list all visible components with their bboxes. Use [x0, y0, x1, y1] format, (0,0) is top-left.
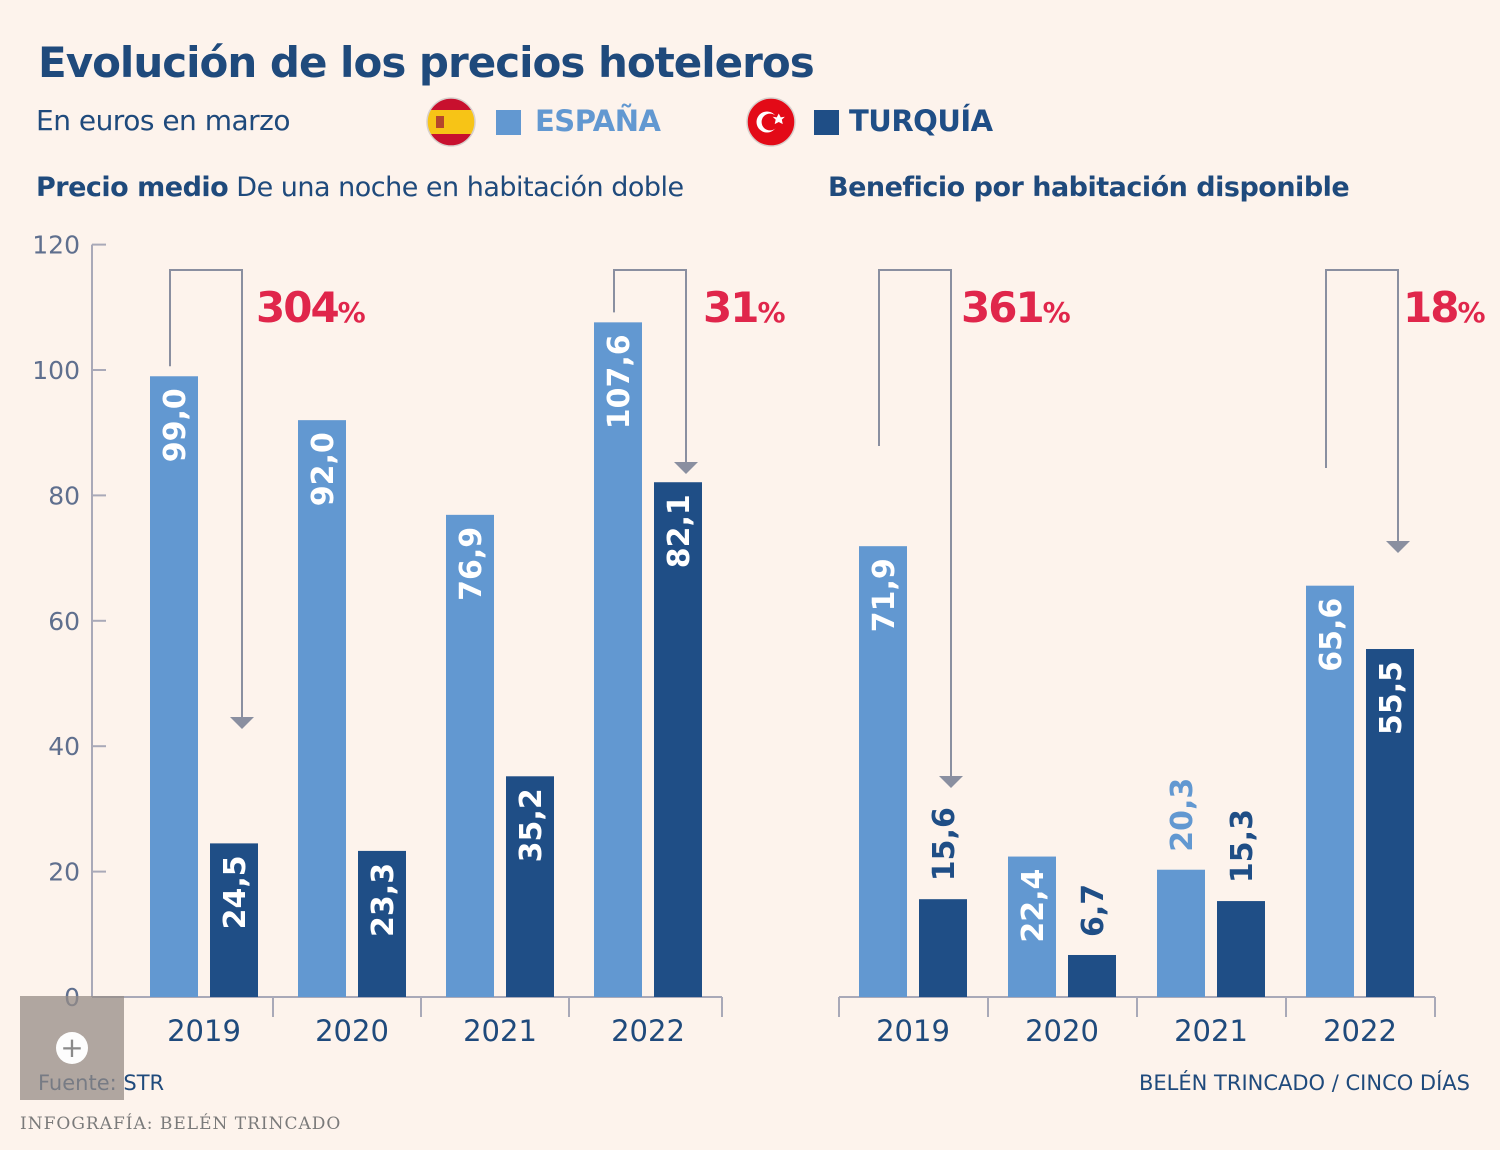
bar-spain: [298, 420, 346, 997]
y-tick-label: 120: [32, 231, 80, 260]
data-label: 82,1: [662, 494, 697, 568]
arrow-head-icon: [1386, 541, 1410, 553]
chart-title: Evolución de los precios hoteleros: [38, 38, 815, 87]
arrow-head-icon: [230, 717, 254, 729]
panel-title-rest: De una noche en habitación doble: [228, 172, 684, 203]
arrow-head-icon: [674, 462, 698, 474]
data-label: 76,9: [454, 527, 489, 601]
percent-change-label: 31%: [703, 283, 785, 332]
data-label: 15,3: [1225, 809, 1260, 883]
bar-spain: [150, 376, 198, 997]
spain-flag-icon: [426, 97, 476, 147]
x-tick-label: 2020: [1025, 1014, 1099, 1048]
bar-turkey: [358, 850, 406, 997]
legend-label-turkey: TURQUÍA: [849, 104, 993, 138]
legend-label-spain: ESPAÑA: [535, 104, 661, 138]
bar-turkey: [210, 843, 258, 997]
comparison-bracket: [613, 269, 687, 464]
zoom-overlay: +: [20, 996, 124, 1100]
data-label: 99,0: [158, 388, 193, 462]
bar-turkey: [506, 776, 554, 997]
data-label: 22,4: [1016, 869, 1051, 943]
bar-turkey: [1366, 649, 1414, 997]
data-label: 71,9: [867, 558, 902, 632]
legend-swatch-turkey: [814, 110, 839, 135]
percent-change-label: 304%: [256, 283, 366, 332]
data-label: 55,5: [1374, 661, 1409, 735]
y-tick-label: 80: [48, 481, 80, 510]
comparison-bracket: [169, 269, 243, 719]
data-label: 65,6: [1314, 598, 1349, 672]
bar-turkey: [1068, 954, 1116, 997]
panel-title-precio-medio: Precio medio De una noche en habitación …: [36, 172, 684, 203]
x-tick-label: 2021: [463, 1014, 537, 1048]
percent-unit: %: [1043, 296, 1071, 329]
bar-spain: [594, 322, 642, 997]
data-label: 20,3: [1165, 778, 1200, 852]
arrow-head-icon: [939, 776, 963, 788]
x-tick-label: 2022: [1323, 1014, 1397, 1048]
bar-spain: [859, 546, 907, 997]
bar-turkey: [654, 482, 702, 997]
x-tick-label: 2022: [611, 1014, 685, 1048]
bar-spain: [446, 514, 494, 997]
bar-spain: [1008, 856, 1056, 997]
x-tick-label: 2020: [315, 1014, 389, 1048]
y-tick-label: 40: [48, 732, 80, 761]
data-label: 15,6: [927, 807, 962, 881]
x-tick-label: 2021: [1174, 1014, 1248, 1048]
percent-unit: %: [757, 296, 785, 329]
panel-title-bold: Precio medio: [36, 172, 229, 203]
data-label: 107,6: [602, 334, 637, 429]
comparison-bracket: [1325, 269, 1399, 543]
x-tick-label: 2019: [167, 1014, 241, 1048]
data-label: 92,0: [306, 432, 341, 506]
y-tick-label: 20: [48, 858, 80, 887]
legend-swatch-spain: [496, 110, 521, 135]
turkey-flag-icon: [746, 97, 796, 147]
author-credit: BELÉN TRINCADO / CINCO DÍAS: [1139, 1071, 1470, 1095]
data-label: 6,7: [1076, 884, 1111, 937]
percent-unit: %: [1457, 296, 1485, 329]
zoom-plus-icon[interactable]: +: [56, 1032, 88, 1064]
bar-turkey: [1217, 901, 1265, 997]
bar-spain: [1306, 585, 1354, 997]
y-tick-label: 100: [32, 356, 80, 385]
panel-title-bold: Beneficio por habitación disponible: [828, 172, 1350, 203]
chart-subtitle: En euros en marzo: [36, 104, 290, 137]
percent-unit: %: [338, 296, 366, 329]
percent-change-label: 18%: [1403, 283, 1485, 332]
data-label: 35,2: [514, 788, 549, 862]
percent-change-label: 361%: [961, 283, 1071, 332]
comparison-bracket: [878, 269, 952, 778]
data-label: 23,3: [366, 863, 401, 937]
bar-turkey: [919, 899, 967, 997]
panel-title-beneficio: Beneficio por habitación disponible: [828, 172, 1350, 203]
data-label: 24,5: [218, 855, 253, 929]
y-tick-label: 60: [48, 607, 80, 636]
x-tick-label: 2019: [876, 1014, 950, 1048]
infografia-credit: INFOGRAFÍA: BELÉN TRINCADO: [20, 1114, 342, 1134]
bar-spain: [1157, 869, 1205, 997]
